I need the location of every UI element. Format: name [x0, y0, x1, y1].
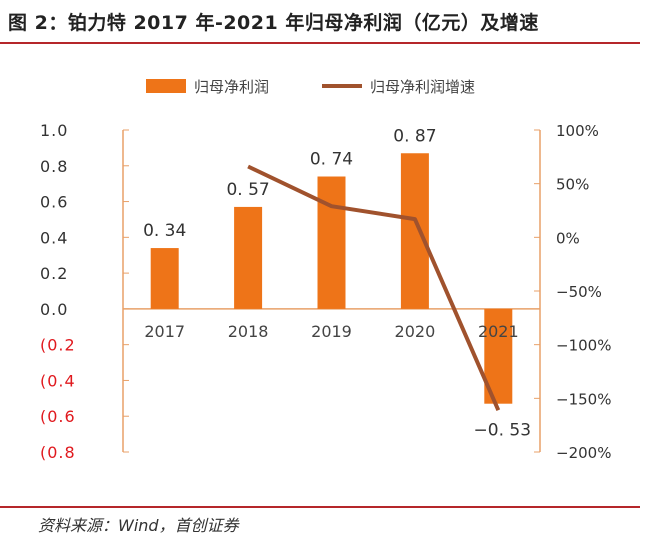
right-tick-label: 0%	[556, 229, 580, 247]
category-label: 2019	[311, 322, 352, 341]
right-tick-label: −150%	[556, 390, 611, 408]
right-tick-label: −50%	[556, 283, 602, 301]
legend-line-label: 归母净利润增速	[370, 78, 475, 96]
bar-2019	[317, 176, 346, 309]
category-label: 2018	[228, 322, 269, 341]
left-tick-label: 0.8	[40, 157, 68, 176]
bar-2020	[400, 153, 429, 309]
bar-2017	[150, 248, 179, 309]
bar-value-label: 0. 74	[310, 150, 353, 170]
left-tick-label: (0.6	[40, 407, 76, 426]
bar-value-label: −0. 53	[474, 421, 532, 441]
left-tick-label: 0.4	[40, 228, 68, 247]
right-tick-label: 100%	[556, 122, 599, 140]
right-tick-label: −100%	[556, 337, 611, 355]
left-tick-label: (0.4	[40, 371, 76, 390]
left-tick-label: (0.2	[40, 336, 76, 355]
category-label: 2017	[144, 322, 185, 341]
category-label: 2020	[395, 322, 436, 341]
right-tick-label: 50%	[556, 176, 589, 194]
right-tick-label: −200%	[556, 444, 611, 462]
category-label: 2021	[478, 322, 519, 341]
bar-value-label: 0. 87	[393, 126, 436, 146]
left-tick-label: (0.8	[40, 443, 76, 462]
growth-line	[247, 164, 501, 411]
legend-bar-swatch	[146, 79, 186, 93]
left-tick-label: 0.6	[40, 193, 68, 212]
bar-value-label: 0. 57	[226, 180, 269, 200]
title-rule	[0, 42, 640, 44]
left-tick-label: 1.0	[40, 121, 68, 140]
legend-bar-label: 归母净利润	[194, 78, 269, 96]
bar-value-label: 0. 34	[143, 221, 186, 241]
left-tick-label: 0.0	[40, 300, 68, 319]
left-tick-label: 0.2	[40, 264, 68, 283]
source-rule	[0, 506, 640, 508]
source-note: 资料来源：Wind，首创证券	[38, 516, 239, 535]
bar-2018	[234, 206, 263, 309]
figure-title: 图 2：铂力特 2017 年-2021 年归母净利润（亿元）及增速	[8, 12, 539, 34]
